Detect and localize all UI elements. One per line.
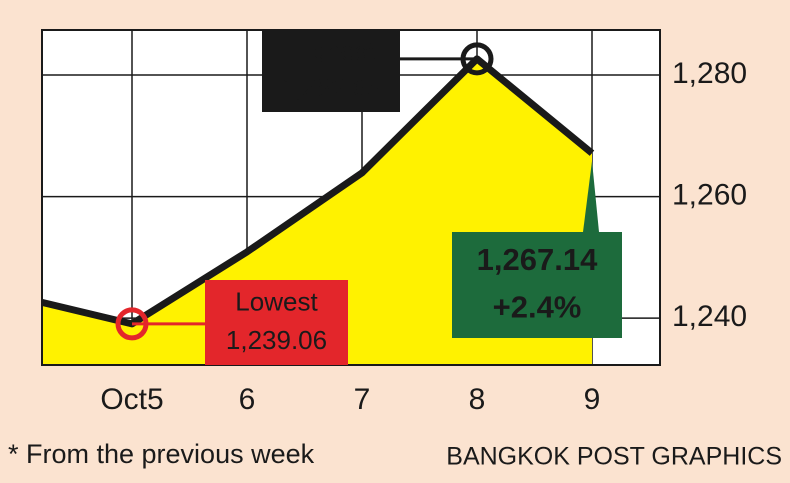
point-marker xyxy=(115,307,149,341)
x-tick-label: 7 xyxy=(354,383,371,416)
y-tick-label: 1,280 xyxy=(672,57,747,90)
annotation-text: 1,282.65 xyxy=(280,73,381,103)
annotation-box xyxy=(262,30,400,112)
annotation-text: 1,239.06 xyxy=(226,325,327,355)
pointer xyxy=(583,161,599,232)
credit: BANGKOK POST GRAPHICS xyxy=(446,443,782,471)
annotation-text: +2.4% xyxy=(493,290,582,325)
y-tick-label: 1,260 xyxy=(672,179,747,212)
annotation-box xyxy=(452,232,622,338)
x-tick-label: 6 xyxy=(239,383,256,416)
annotation-text: Lowest xyxy=(235,287,318,317)
point-marker xyxy=(460,42,494,76)
annotation-text: Highest xyxy=(287,36,376,66)
annotation-text: 1,267.14 xyxy=(477,242,598,277)
x-tick-label: 9 xyxy=(584,383,601,416)
x-tick-label: Oct5 xyxy=(100,383,163,416)
y-tick-label: 1,240 xyxy=(672,300,747,333)
x-tick-label: 8 xyxy=(469,383,486,416)
annotations: Highest 1,282.65 Lowest 1,239.06 1,267.14 +2.… xyxy=(115,30,622,365)
footnote: * From the previous week xyxy=(8,439,315,469)
annotation-box xyxy=(205,280,348,365)
